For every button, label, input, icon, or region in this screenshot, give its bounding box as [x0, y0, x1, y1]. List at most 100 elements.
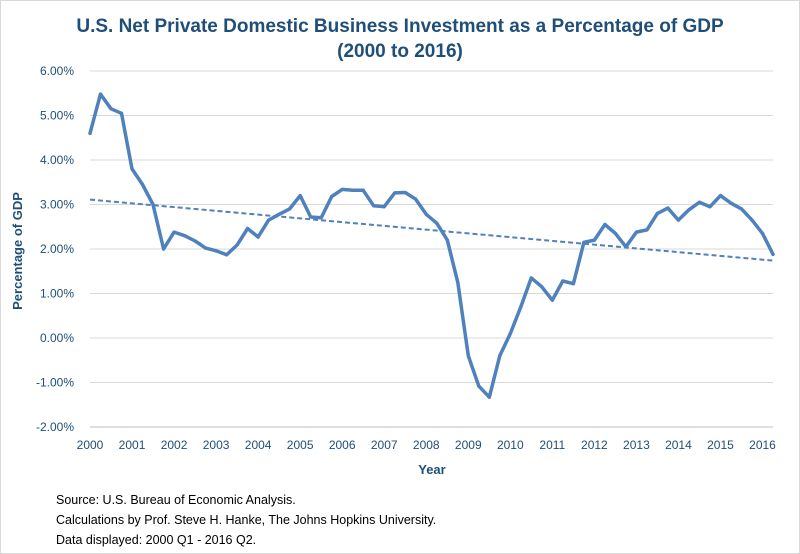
x-axis-tick-labels: 2000 2001 2002 2003 2004 2005 2006 2007 2008 2009… — [77, 438, 777, 452]
chart-title: U.S. Net Private Domestic Business Inves… — [76, 16, 724, 37]
data-point — [235, 243, 239, 247]
data-point — [88, 131, 92, 135]
source-note: Source: U.S. Bureau of Economic Analysis… — [56, 493, 296, 507]
data-point — [760, 231, 765, 236]
x-tick-label: 2016 — [749, 438, 776, 452]
trend-line — [89, 198, 774, 262]
data-point — [718, 194, 723, 198]
data-point — [634, 230, 639, 234]
y-tick-label: 2.00% — [40, 242, 74, 256]
data-point — [729, 201, 733, 205]
data-point — [550, 298, 554, 302]
x-tick-label: 2002 — [161, 438, 188, 452]
data-point — [193, 239, 197, 243]
y-tick-label: 6.00% — [40, 64, 74, 78]
data-point — [477, 384, 481, 388]
data-point — [119, 111, 124, 115]
data-point — [456, 280, 460, 284]
series-line — [88, 92, 775, 399]
data-point — [466, 354, 470, 358]
x-tick-label: 2005 — [287, 438, 314, 452]
data-point — [330, 194, 334, 199]
calculations-note: Calculations by Prof. Steve H. Hanke, Th… — [56, 513, 437, 527]
data-point — [225, 253, 229, 257]
data-point — [298, 194, 302, 198]
data-point — [424, 212, 428, 216]
data-point — [130, 167, 134, 171]
data-point — [613, 231, 617, 236]
data-point — [771, 252, 775, 256]
data-point — [246, 226, 250, 231]
data-point — [519, 305, 523, 309]
data-point — [708, 205, 712, 209]
data-point — [214, 249, 218, 253]
data-point — [687, 208, 691, 212]
data-point — [203, 246, 208, 250]
x-tick-label: 2004 — [245, 438, 272, 452]
chart-subtitle: (2000 to 2016) — [337, 41, 463, 62]
data-point — [182, 234, 187, 238]
data-point — [161, 247, 166, 251]
data-point — [571, 282, 575, 286]
series-layer — [88, 92, 775, 399]
y-tick-label: 1.00% — [40, 287, 74, 301]
data-point — [603, 222, 607, 227]
data-point — [393, 191, 397, 195]
data-point — [666, 206, 670, 210]
data-point — [655, 211, 660, 215]
data-point — [445, 238, 449, 242]
data-point — [361, 188, 365, 192]
data-point — [414, 197, 418, 201]
data-point — [340, 187, 344, 191]
data-point — [309, 215, 313, 219]
data-point — [697, 200, 702, 204]
y-tick-label: -2.00% — [36, 420, 74, 434]
y-tick-label: 4.00% — [40, 153, 74, 167]
x-tick-label: 2015 — [707, 438, 734, 452]
y-tick-label: 5.00% — [40, 109, 74, 123]
y-axis-label: Percentage of GDP — [10, 192, 25, 310]
data-point — [172, 230, 176, 234]
x-tick-label: 2006 — [329, 438, 356, 452]
x-axis-label: Year — [418, 462, 445, 477]
y-tick-label: 0.00% — [40, 331, 74, 345]
data-point — [645, 228, 649, 232]
data-point — [98, 92, 103, 96]
x-tick-label: 2011 — [539, 438, 565, 452]
x-tick-label: 2009 — [455, 438, 482, 452]
data-point — [277, 212, 281, 216]
data-displayed-note: Data displayed: 2000 Q1 - 2016 Q2. — [56, 533, 257, 547]
chart-notes: Source: U.S. Bureau of Economic Analysis… — [56, 490, 436, 550]
data-point — [403, 190, 407, 195]
data-point — [319, 216, 323, 220]
line-chart: 6.00% 5.00% 4.00% 3.00% 2.00% 1.00% 0.00% -1.00… — [10, 64, 777, 477]
x-tick-label: 2008 — [413, 438, 440, 452]
x-tick-label: 2010 — [497, 438, 524, 452]
data-point — [498, 354, 502, 358]
data-point — [351, 188, 355, 192]
data-point — [750, 218, 754, 222]
data-point — [109, 107, 113, 111]
data-point — [267, 218, 271, 222]
data-point — [561, 279, 565, 283]
x-tick-label: 2003 — [203, 438, 230, 452]
x-tick-label: 2000 — [77, 438, 104, 452]
data-point — [676, 218, 681, 222]
data-point — [435, 221, 439, 225]
x-tick-label: 2014 — [665, 438, 692, 452]
x-tick-label: 2001 — [119, 438, 146, 452]
x-tick-label: 2012 — [581, 438, 608, 452]
data-point — [487, 395, 491, 399]
data-point — [592, 238, 596, 242]
data-point — [372, 204, 376, 208]
y-axis-tick-labels: 6.00% 5.00% 4.00% 3.00% 2.00% 1.00% 0.00% -1.00… — [36, 64, 74, 434]
data-point — [140, 182, 145, 187]
y-tick-label: 3.00% — [40, 198, 74, 212]
data-point — [529, 276, 533, 280]
data-point — [540, 285, 544, 289]
x-tick-label: 2013 — [623, 438, 650, 452]
x-tick-label: 2007 — [371, 438, 398, 452]
gridlines — [90, 70, 773, 383]
data-point — [382, 205, 386, 209]
